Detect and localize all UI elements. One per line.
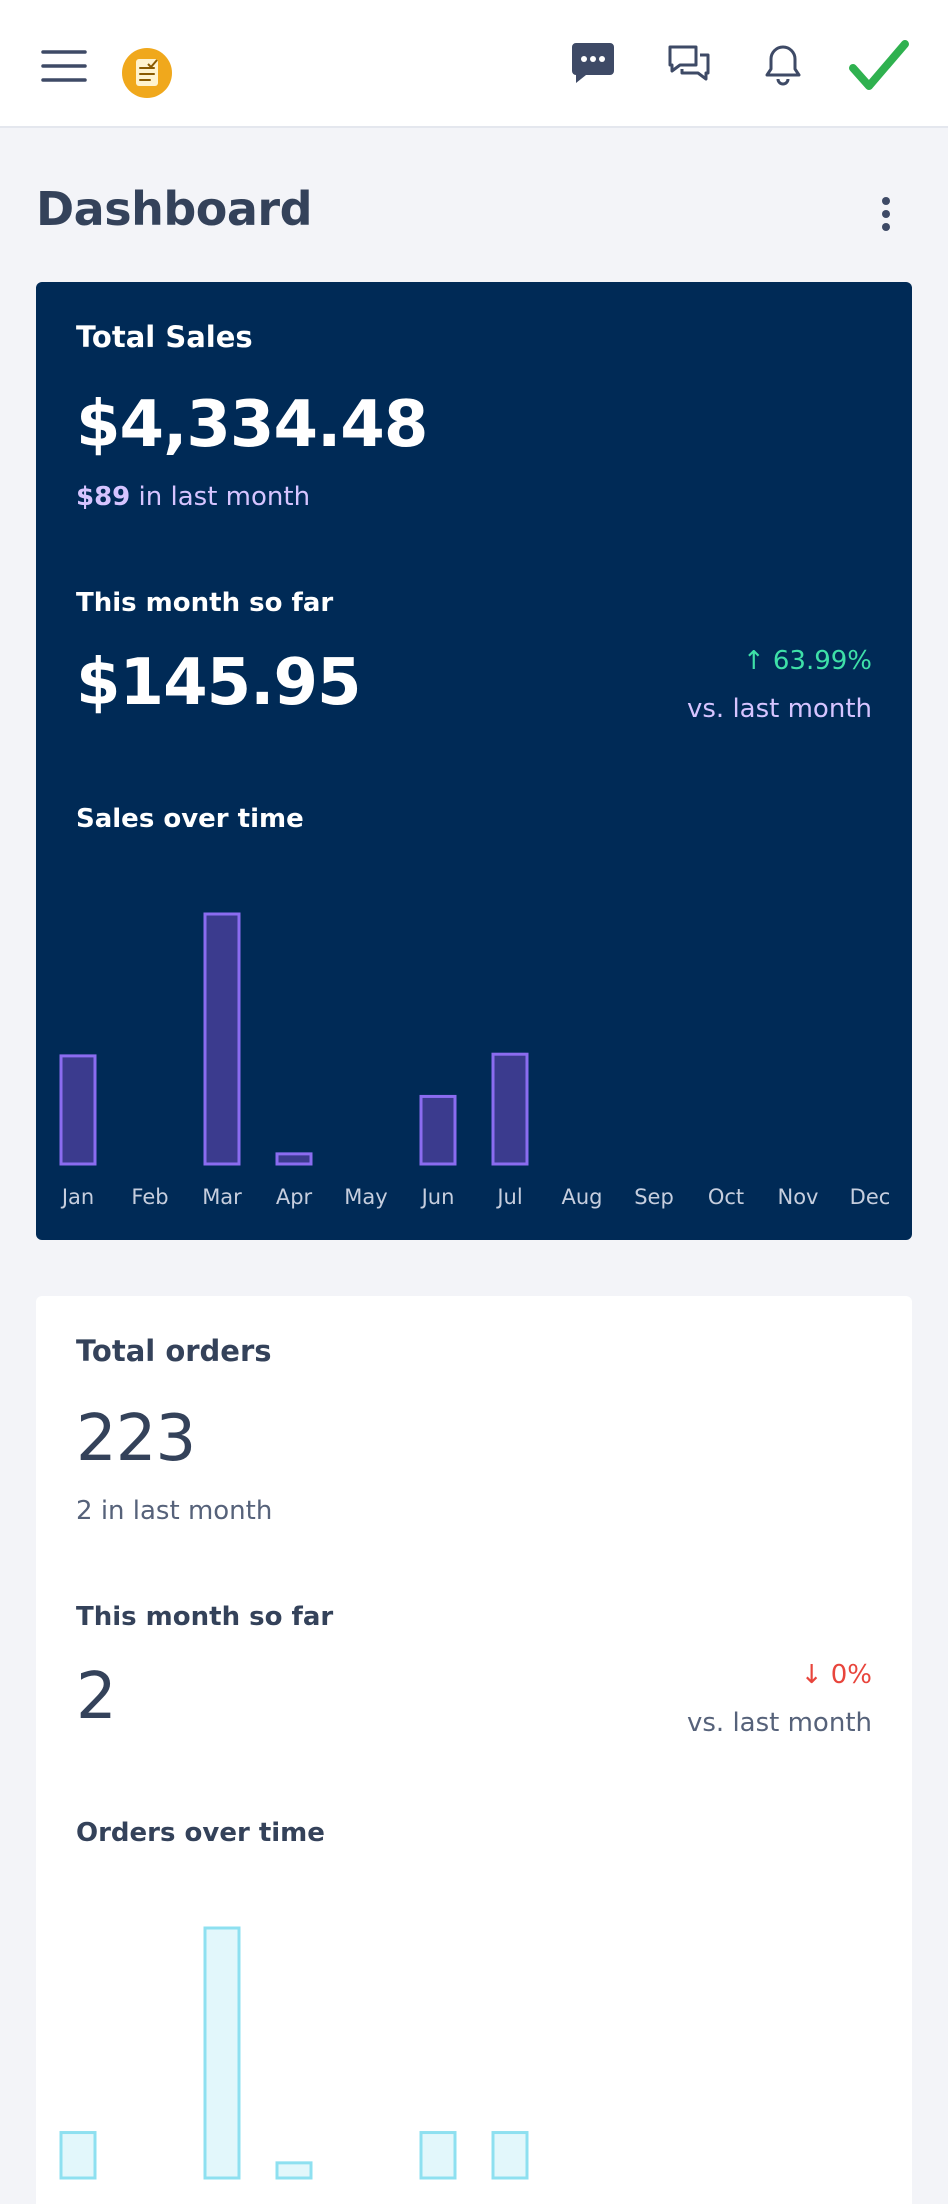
change-indicator: ↑ 63.99% (742, 646, 872, 676)
total-orders-card: Total orders 223 2 in last month This mo… (36, 1296, 912, 2204)
bar-jun (419, 2131, 457, 2180)
tick-label-sep: Sep (634, 1185, 674, 1209)
orders-bar-chart (59, 1926, 529, 2180)
vs-last-month: vs. last month (686, 1708, 872, 1738)
tick-label-mar: Mar (202, 1185, 242, 1209)
last-month-amount: 2 (76, 1496, 93, 1526)
tick-label-nov: Nov (778, 1185, 819, 1209)
chat-icon[interactable] (662, 38, 716, 92)
page-title: Dashboard (36, 182, 313, 236)
bell-icon[interactable] (756, 38, 810, 92)
checkmark-icon[interactable] (846, 34, 912, 100)
bar-jan (59, 2131, 97, 2180)
app-logo-icon[interactable] (120, 46, 174, 100)
sales-bar-chart: Jan Feb Mar Apr May Jun Jul Aug Sep Oct Nov Dec (59, 912, 891, 1209)
bar-jan (59, 1054, 97, 1166)
tick-label-aug: Aug (561, 1185, 602, 1209)
last-month-amount: $89 (76, 482, 131, 512)
more-vertical-icon[interactable] (866, 194, 906, 234)
bar-apr (275, 1152, 313, 1166)
bar-apr (275, 2161, 313, 2180)
tick-label-jan: Jan (60, 1185, 94, 1209)
menu-icon[interactable] (38, 40, 90, 92)
total-sales-card: Total Sales $4,334.48 $89 in last month … (36, 282, 912, 1240)
tick-label-oct: Oct (708, 1185, 744, 1209)
bar-jul (491, 1052, 529, 1166)
chart-label: Orders over time (76, 1818, 325, 1848)
card-title: Total orders (76, 1334, 272, 1368)
change-indicator: ↓ 0% (800, 1660, 872, 1690)
bar-mar (203, 912, 241, 1166)
chart-label: Sales over time (76, 804, 304, 834)
last-month-line: $89 in last month (76, 482, 310, 512)
total-sales-value: $4,334.48 (76, 388, 428, 462)
total-orders-value: 223 (76, 1402, 196, 1476)
month-so-far-value: 2 (76, 1660, 117, 1734)
month-so-far-label: This month so far (76, 1602, 334, 1632)
last-month-line: 2 in last month (76, 1496, 272, 1526)
vs-last-month: vs. last month (686, 694, 872, 724)
tick-label-may: May (344, 1185, 387, 1209)
bar-jul (491, 2131, 529, 2180)
tick-label-jul: Jul (495, 1185, 522, 1209)
card-title: Total Sales (76, 320, 253, 354)
top-bar (0, 0, 948, 128)
tick-label-apr: Apr (276, 1185, 313, 1209)
tick-label-jun: Jun (420, 1185, 455, 1209)
tick-label-feb: Feb (131, 1185, 168, 1209)
last-month-text: in last month (138, 482, 311, 512)
tick-label-dec: Dec (850, 1185, 891, 1209)
bar-jun (419, 1094, 457, 1166)
message-icon[interactable] (566, 36, 620, 90)
last-month-text: in last month (100, 1496, 273, 1526)
month-so-far-label: This month so far (76, 588, 334, 618)
month-so-far-value: $145.95 (76, 646, 361, 720)
bar-mar (203, 1926, 241, 2180)
